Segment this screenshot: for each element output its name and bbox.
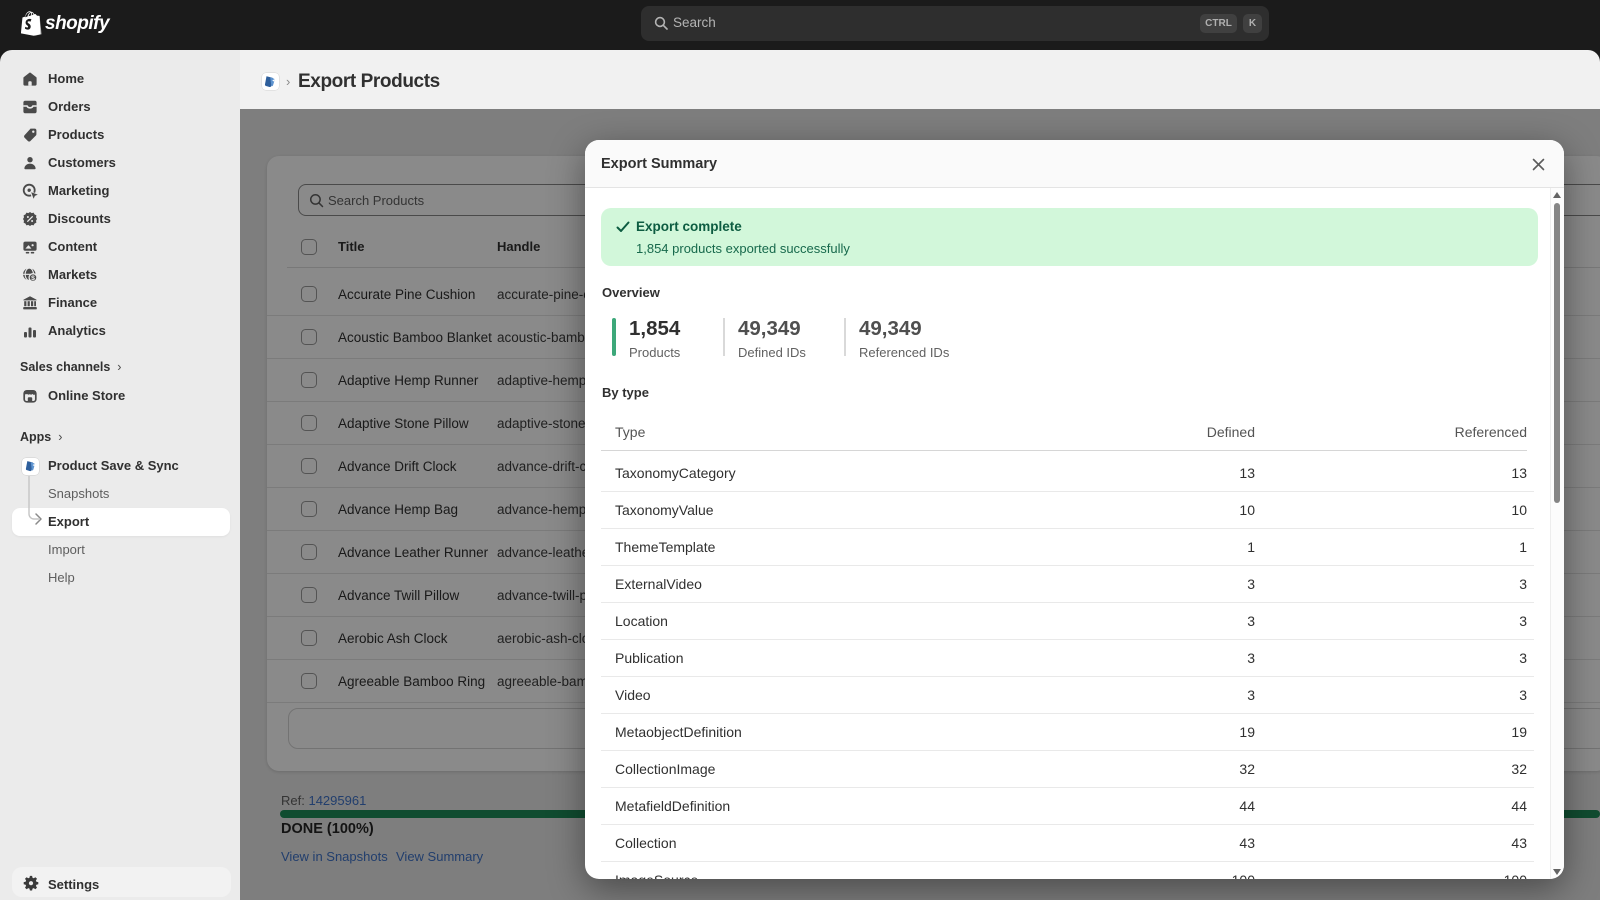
svg-text:$: $ [31, 275, 35, 282]
